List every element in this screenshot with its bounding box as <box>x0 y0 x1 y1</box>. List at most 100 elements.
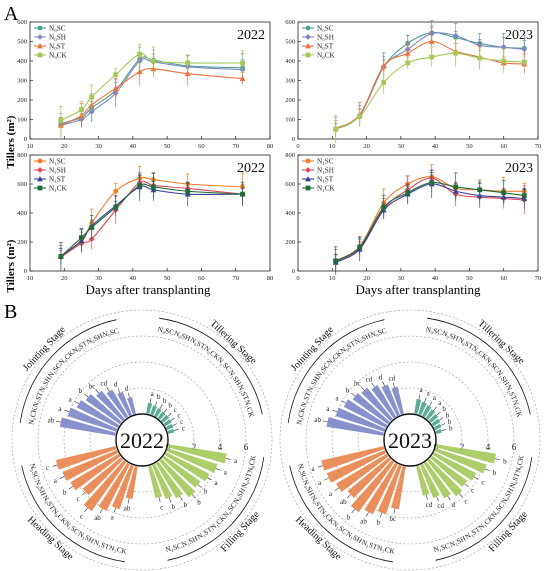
significance-letter: a <box>69 395 73 403</box>
radial-bar <box>146 402 153 415</box>
category-label: N₁CK <box>108 544 128 556</box>
x-axis-label-left: Days after transplanting <box>86 282 211 297</box>
radial-bar <box>335 407 386 432</box>
legend-label: N₀SC <box>49 25 66 33</box>
significance-letter: cd <box>101 380 108 388</box>
radial-gridline <box>11 309 273 571</box>
radial-error-bar <box>393 508 396 514</box>
significance-letter: c <box>174 406 177 414</box>
chart-year-label: 2022 <box>237 161 265 176</box>
legend-label: N₁ST <box>317 176 334 184</box>
radial-bar <box>326 417 385 436</box>
series-N1CK <box>58 172 245 271</box>
significance-letter: b <box>493 469 497 477</box>
radial-error-bar <box>332 409 338 413</box>
x-tick-label: 10 <box>27 275 34 282</box>
y-tick-label: 600 <box>17 181 27 188</box>
y-tick-label: 0 <box>24 136 27 143</box>
data-point <box>381 204 387 210</box>
radial-error-bar <box>371 382 375 388</box>
stage-heading: bcN₁CKbN₁STabN₁SHbN₁SCabN₀CKaN₀STaN₀SHaN… <box>289 446 406 563</box>
radial-error-bar <box>485 468 490 472</box>
significance-letter: b <box>442 405 446 413</box>
radial-tick-label: 2 <box>460 442 465 452</box>
significance-letter: b <box>79 387 83 395</box>
legend-marker <box>305 43 311 49</box>
y-tick-label: 500 <box>285 39 295 46</box>
line-chart-n0-2023: 0 10 20 30 40 50 60 70 0 100 200 300 400 500 600 2023 N₀… <box>285 19 541 150</box>
y-tick-label: 200 <box>17 239 27 246</box>
data-point <box>113 72 119 78</box>
data-point <box>89 94 95 100</box>
radial-error-bar <box>59 476 65 479</box>
data-point <box>453 50 459 56</box>
data-point <box>58 118 64 123</box>
radial-bar <box>163 419 172 427</box>
radial-error-bar <box>207 477 212 481</box>
y-tick-label: 400 <box>285 58 295 65</box>
legend-label: N₀SC <box>317 25 334 33</box>
significance-letter: b <box>446 411 450 419</box>
radial-bar <box>381 384 400 417</box>
radial-bar <box>98 462 130 511</box>
radial-error-bar <box>99 508 103 514</box>
legend-label: N₀ST <box>317 43 334 51</box>
legend-label: N₁SC <box>317 158 334 166</box>
data-point <box>429 54 435 60</box>
radial-bar <box>347 457 392 498</box>
radial-error-bar <box>168 497 172 503</box>
radial-error-bar <box>84 507 88 513</box>
y-tick-label: 400 <box>17 58 27 65</box>
radial-error-bar <box>360 386 365 391</box>
significance-letter: ab <box>360 517 367 525</box>
data-point <box>357 244 363 250</box>
radial-tick-label: 4 <box>218 442 223 452</box>
radial-bar <box>85 393 122 425</box>
radial-bar <box>350 460 395 513</box>
y-tick-label: 800 <box>17 152 27 159</box>
data-point <box>113 188 119 194</box>
significance-letter: b <box>163 397 167 405</box>
data-point <box>380 62 387 69</box>
data-point <box>521 59 527 65</box>
significance-letter: b <box>63 488 67 496</box>
radial-gridline <box>63 361 221 519</box>
x-tick-label: 20 <box>61 143 68 150</box>
data-point <box>185 188 191 194</box>
significance-letter: a <box>224 469 228 477</box>
significance-letter: b <box>184 501 188 509</box>
significance-letter: d <box>379 373 383 381</box>
data-point <box>452 32 459 39</box>
radial-gridline <box>279 309 541 571</box>
x-tick-label: 50 <box>466 275 473 282</box>
radial-bar <box>391 465 406 510</box>
radial-bar <box>166 448 218 473</box>
radial-bar <box>427 458 463 497</box>
radial-bar <box>423 461 451 499</box>
y-tick-label: 200 <box>285 97 295 104</box>
significance-letter: a <box>318 479 322 487</box>
y-axis-label-top: Tillers (m²) <box>5 115 17 168</box>
significance-letter: c <box>471 487 474 495</box>
radial-error-bar <box>351 508 356 514</box>
radial-error-bar <box>215 468 221 471</box>
x-tick-label: 50 <box>466 143 473 150</box>
y-tick-label: 200 <box>285 239 295 246</box>
x-tick-label: 80 <box>267 275 274 282</box>
data-point <box>79 107 84 113</box>
radial-bar <box>425 409 436 420</box>
radial-error-bar <box>127 498 130 504</box>
significance-letter: d <box>125 384 129 392</box>
radial-bar <box>167 428 175 434</box>
data-point <box>58 254 64 259</box>
legend-marker <box>37 34 43 40</box>
radial-bar <box>326 450 387 483</box>
radial-bar <box>167 444 227 464</box>
y-tick-label: 600 <box>285 19 295 26</box>
radial-error-bar <box>433 406 437 411</box>
radial-year-label: 2023 <box>388 428 432 453</box>
x-tick-label: 30 <box>398 143 405 150</box>
radial-error-bar <box>84 393 89 398</box>
significance-letter: b <box>503 457 507 465</box>
